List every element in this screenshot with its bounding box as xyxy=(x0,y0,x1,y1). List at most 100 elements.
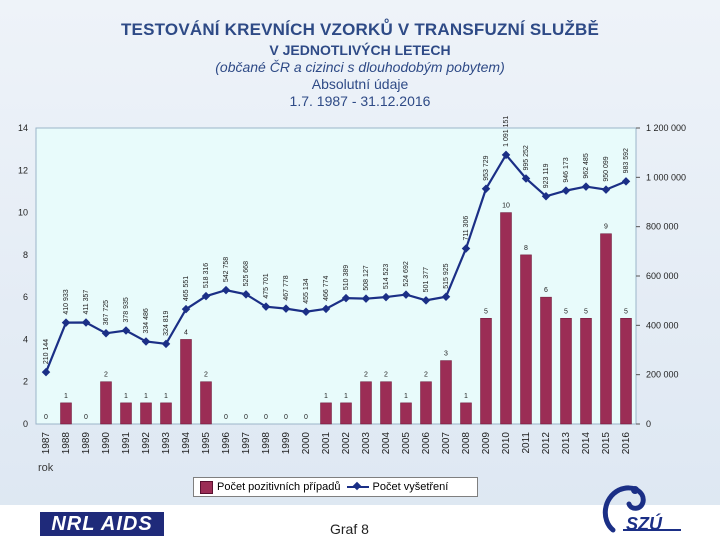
line-label-1987: 210 144 xyxy=(43,339,50,364)
bar-label-1999: 0 xyxy=(284,414,288,421)
line-label-2011: 995 252 xyxy=(523,145,530,170)
line-label-2015: 950 099 xyxy=(603,156,610,181)
line-value-labels: 210 144 410 933 411 357 367 725 378 935 334 4… xyxy=(43,116,630,365)
bar-label-2008: 1 xyxy=(464,393,468,400)
left-axis: 0 2 4 6 8 10 12 14 xyxy=(18,123,28,429)
line-label-2013: 946 173 xyxy=(563,157,570,182)
legend-item-tests: Počet vyšetření xyxy=(346,481,449,493)
bar-label-1989: 0 xyxy=(84,414,88,421)
legend-item-positive: Počet pozitivních případů xyxy=(200,480,341,494)
x-tick-1991: 1991 xyxy=(121,432,132,455)
left-tick-8: 8 xyxy=(23,250,28,260)
x-tick-2014: 2014 xyxy=(581,432,592,455)
right-tick-400000: 400 000 xyxy=(646,320,679,330)
bar-label-1995: 2 xyxy=(204,372,208,379)
line-marker-2000 xyxy=(301,307,311,316)
x-tick-2012: 2012 xyxy=(541,432,552,455)
x-tick-2004: 2004 xyxy=(381,432,392,455)
period-note: 1.7. 1987 - 31.12.2016 xyxy=(289,93,431,109)
bar-label-2006: 2 xyxy=(424,372,428,379)
x-tick-1990: 1990 xyxy=(101,432,112,455)
line-label-1998: 475 701 xyxy=(263,273,270,298)
bar-1994 xyxy=(180,339,192,425)
bar-label-1992: 1 xyxy=(144,393,148,400)
bar-label-2010: 10 xyxy=(502,203,510,210)
bar-2006 xyxy=(420,381,432,425)
bar-label-2004: 2 xyxy=(384,372,388,379)
x-tick-2009: 2009 xyxy=(481,432,492,455)
x-tick-2010: 2010 xyxy=(501,432,512,455)
line-label-1994: 465 551 xyxy=(183,276,190,301)
x-tick-2000: 2000 xyxy=(301,432,312,455)
x-tick-1999: 1999 xyxy=(281,432,292,455)
line-marker-2005 xyxy=(401,290,411,299)
left-tick-12: 12 xyxy=(18,165,28,175)
bar-2004 xyxy=(380,381,392,425)
bar-label-1994: 4 xyxy=(184,329,188,336)
bar-label-2007: 3 xyxy=(444,351,448,358)
legend-label-tests: Počet vyšetření xyxy=(372,481,449,493)
bar-label-2011: 8 xyxy=(524,245,528,252)
bar-label-2014: 5 xyxy=(584,308,588,315)
line-label-1995: 518 316 xyxy=(203,263,210,288)
line-marker-1992 xyxy=(141,337,151,346)
line-marker-1989 xyxy=(81,318,91,327)
bar-label-2016: 5 xyxy=(624,308,628,315)
szu-logo-icon xyxy=(602,485,681,533)
line-label-2014: 962 485 xyxy=(583,153,590,178)
line-label-2008: 711 306 xyxy=(463,216,470,241)
line-label-1999: 467 778 xyxy=(283,275,290,300)
line-marker-2001 xyxy=(321,304,331,314)
bar-2013 xyxy=(560,318,572,425)
x-tick-2013: 2013 xyxy=(561,432,572,455)
x-tick-1989: 1989 xyxy=(81,432,92,455)
x-tick-1997: 1997 xyxy=(241,432,252,455)
line-label-2005: 524 692 xyxy=(403,261,410,286)
x-tick-2003: 2003 xyxy=(361,432,372,455)
bar-1990 xyxy=(100,381,112,425)
bar-2008 xyxy=(460,402,472,425)
bar-label-1996: 0 xyxy=(224,414,228,421)
x-axis-label: rok xyxy=(38,462,54,474)
right-tick-800000: 800 000 xyxy=(646,222,679,232)
bar-label-2003: 2 xyxy=(364,372,368,379)
bar-label-2001: 1 xyxy=(324,393,328,400)
line-label-2006: 501 377 xyxy=(423,267,430,292)
line-marker-1990 xyxy=(101,329,111,338)
bar-label-1991: 1 xyxy=(124,393,128,400)
szu-logo-text: SZÚ xyxy=(626,514,662,534)
right-tick-1000000: 1 000 000 xyxy=(646,172,686,182)
x-tick-2002: 2002 xyxy=(341,432,352,455)
line-marker-2006 xyxy=(421,296,431,305)
nrl-aids-logo: NRL AIDS xyxy=(40,512,164,536)
bar-label-1988: 1 xyxy=(64,393,68,400)
line-path xyxy=(44,152,627,373)
line-marker-1995 xyxy=(201,291,211,301)
line-marker-2010 xyxy=(501,150,511,160)
x-tick-1988: 1988 xyxy=(61,432,72,455)
line-label-2009: 953 729 xyxy=(483,155,490,180)
bar-label-2002: 1 xyxy=(344,393,348,400)
bar-label-2005: 1 xyxy=(404,393,408,400)
bar-label-2000: 0 xyxy=(304,414,308,421)
right-axis: 0 200 000 400 000 600 000 800 000 1 000 000 1 … xyxy=(636,123,686,429)
x-tick-1998: 1998 xyxy=(261,432,272,455)
bar-2009 xyxy=(480,318,492,425)
left-tick-10: 10 xyxy=(18,208,28,218)
x-tick-1995: 1995 xyxy=(201,432,212,455)
line-label-1991: 378 935 xyxy=(123,297,130,322)
bar-1988 xyxy=(60,402,72,425)
bar-label-1990: 2 xyxy=(104,372,108,379)
line-label-2004: 514 523 xyxy=(383,264,390,289)
chart-subtitle: V JEDNOTLIVÝCH LETECH xyxy=(269,42,451,58)
graph-number: Graf 8 xyxy=(330,521,369,537)
bar-label-2012: 6 xyxy=(544,287,548,294)
bar-2005 xyxy=(400,402,412,425)
bar-2002 xyxy=(340,402,352,425)
line-marker-2002 xyxy=(341,293,351,303)
x-tick-1993: 1993 xyxy=(161,432,172,455)
x-tick-2001: 2001 xyxy=(321,432,332,455)
bar-1993 xyxy=(160,402,172,425)
chart-legend: Počet pozitivních případů Počet vyšetřen… xyxy=(193,477,478,497)
